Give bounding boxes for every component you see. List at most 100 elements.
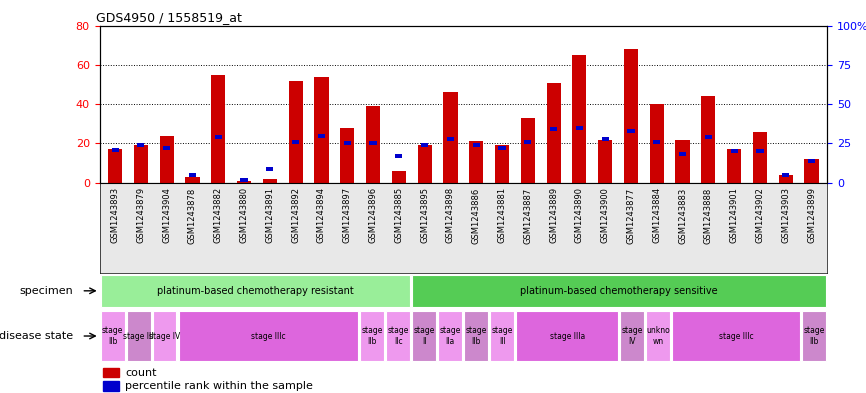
Bar bbox=[779, 175, 793, 183]
Bar bbox=[178, 311, 359, 361]
Bar bbox=[314, 77, 328, 183]
Text: count: count bbox=[125, 367, 157, 378]
Bar bbox=[391, 171, 406, 183]
Text: GSM1243884: GSM1243884 bbox=[652, 187, 662, 243]
Bar bbox=[412, 311, 436, 361]
Bar bbox=[516, 311, 618, 361]
Bar bbox=[108, 149, 122, 183]
Bar bbox=[447, 137, 454, 141]
Bar bbox=[490, 311, 514, 361]
Bar bbox=[598, 140, 612, 183]
Bar bbox=[189, 173, 196, 177]
Text: GSM1243889: GSM1243889 bbox=[549, 187, 558, 243]
Bar bbox=[138, 143, 145, 147]
Text: GSM1243897: GSM1243897 bbox=[343, 187, 352, 243]
Text: stage IIIa: stage IIIa bbox=[550, 332, 585, 340]
Bar bbox=[494, 145, 509, 183]
Text: stage
III: stage III bbox=[492, 326, 513, 346]
Text: GSM1243878: GSM1243878 bbox=[188, 187, 197, 244]
Text: stage
IIb: stage IIb bbox=[102, 326, 123, 346]
Bar bbox=[262, 179, 277, 183]
Text: stage IIIc: stage IIIc bbox=[251, 332, 286, 340]
Bar bbox=[185, 177, 199, 183]
Text: GSM1243888: GSM1243888 bbox=[704, 187, 713, 244]
Bar bbox=[550, 127, 557, 131]
Text: stage
IIb: stage IIb bbox=[466, 326, 487, 346]
Bar bbox=[152, 311, 177, 361]
Text: stage
II: stage II bbox=[414, 326, 435, 346]
Text: GSM1243880: GSM1243880 bbox=[240, 187, 249, 243]
Bar bbox=[133, 145, 148, 183]
Bar bbox=[675, 140, 689, 183]
Bar bbox=[100, 275, 410, 307]
Text: GSM1243895: GSM1243895 bbox=[420, 187, 430, 243]
Bar bbox=[159, 136, 174, 183]
Bar bbox=[808, 159, 815, 163]
Text: GSM1243881: GSM1243881 bbox=[497, 187, 507, 243]
Text: platinum-based chemotherapy sensitive: platinum-based chemotherapy sensitive bbox=[520, 286, 718, 296]
Text: percentile rank within the sample: percentile rank within the sample bbox=[125, 381, 313, 391]
Text: GSM1243892: GSM1243892 bbox=[291, 187, 301, 243]
Text: GSM1243891: GSM1243891 bbox=[265, 187, 275, 243]
Bar bbox=[215, 135, 222, 139]
Text: GSM1243902: GSM1243902 bbox=[755, 187, 765, 243]
Text: GDS4950 / 1558519_at: GDS4950 / 1558519_at bbox=[96, 11, 242, 24]
Bar bbox=[473, 143, 480, 147]
Bar bbox=[628, 129, 635, 133]
Bar bbox=[646, 311, 670, 361]
Bar bbox=[211, 75, 225, 183]
Bar bbox=[782, 173, 789, 177]
Text: GSM1243901: GSM1243901 bbox=[730, 187, 739, 243]
Text: GSM1243903: GSM1243903 bbox=[781, 187, 791, 243]
Bar bbox=[241, 178, 248, 182]
Text: platinum-based chemotherapy resistant: platinum-based chemotherapy resistant bbox=[157, 286, 354, 296]
Bar bbox=[753, 132, 767, 183]
Bar bbox=[701, 96, 715, 183]
Text: GSM1243890: GSM1243890 bbox=[575, 187, 584, 243]
Text: GSM1243899: GSM1243899 bbox=[807, 187, 816, 243]
Bar bbox=[469, 141, 483, 183]
Bar bbox=[443, 92, 457, 183]
Text: disease state: disease state bbox=[0, 331, 74, 341]
Bar bbox=[103, 381, 120, 391]
Text: GSM1243900: GSM1243900 bbox=[601, 187, 610, 243]
Bar bbox=[237, 181, 251, 183]
Bar bbox=[546, 83, 560, 183]
Text: GSM1243879: GSM1243879 bbox=[136, 187, 145, 243]
Bar bbox=[163, 146, 171, 150]
Bar bbox=[395, 154, 403, 158]
Text: GSM1243896: GSM1243896 bbox=[369, 187, 378, 243]
Text: stage
IV: stage IV bbox=[622, 326, 643, 346]
Text: GSM1243893: GSM1243893 bbox=[111, 187, 120, 243]
Bar bbox=[421, 143, 428, 147]
Text: GSM1243904: GSM1243904 bbox=[162, 187, 171, 243]
Text: stage
IIc: stage IIc bbox=[388, 326, 409, 346]
Text: GSM1243882: GSM1243882 bbox=[214, 187, 223, 243]
Text: GSM1243887: GSM1243887 bbox=[523, 187, 533, 244]
Text: stage
IIa: stage IIa bbox=[440, 326, 461, 346]
Bar bbox=[731, 149, 738, 153]
Text: GSM1243885: GSM1243885 bbox=[394, 187, 404, 243]
Text: stage IIIc: stage IIIc bbox=[719, 332, 753, 340]
Text: GSM1243877: GSM1243877 bbox=[626, 187, 636, 244]
Text: stage IV: stage IV bbox=[149, 332, 180, 340]
Bar bbox=[572, 55, 586, 183]
Text: GSM1243886: GSM1243886 bbox=[472, 187, 481, 244]
Bar bbox=[417, 145, 432, 183]
Bar bbox=[366, 106, 380, 183]
Bar bbox=[499, 146, 506, 150]
Text: GSM1243898: GSM1243898 bbox=[446, 187, 455, 243]
Text: GSM1243883: GSM1243883 bbox=[678, 187, 687, 244]
Text: stage III: stage III bbox=[123, 332, 154, 340]
Bar bbox=[727, 149, 741, 183]
Bar bbox=[520, 118, 535, 183]
Bar bbox=[386, 311, 410, 361]
Text: stage
IIb: stage IIb bbox=[804, 326, 824, 346]
Text: GSM1243894: GSM1243894 bbox=[317, 187, 326, 243]
Bar bbox=[100, 311, 125, 361]
Bar bbox=[288, 81, 303, 183]
Bar bbox=[318, 134, 325, 138]
Bar bbox=[576, 126, 583, 130]
Bar bbox=[705, 135, 712, 139]
Bar bbox=[126, 311, 151, 361]
